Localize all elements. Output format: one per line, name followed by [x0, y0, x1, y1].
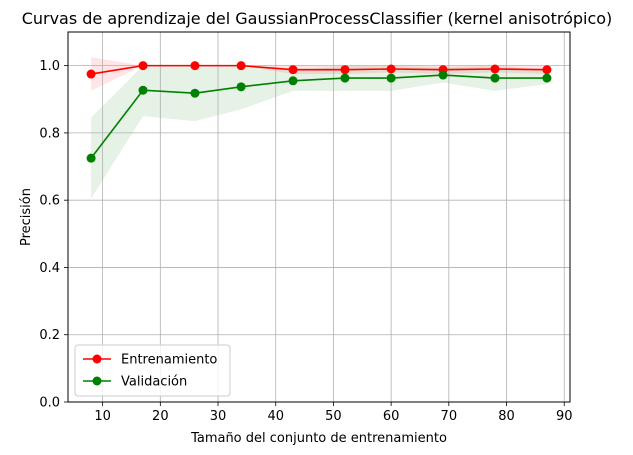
x-tick-label: 50: [325, 409, 342, 424]
data-point: [190, 61, 200, 71]
data-point: [340, 65, 350, 75]
data-point: [542, 73, 552, 83]
data-point: [340, 73, 350, 83]
data-point: [86, 153, 96, 163]
legend-items: Entrenamiento Validación: [83, 353, 217, 390]
x-tick-label: 20: [152, 409, 169, 424]
x-tick-label: 90: [556, 409, 573, 424]
legend-box: [74, 344, 231, 397]
data-point: [190, 88, 200, 98]
confidence-band-1: [91, 65, 547, 199]
x-tick-label: 10: [94, 409, 111, 424]
y-axis-ticks: 0.0 0.2 0.4 0.6 0.8 1.0: [39, 59, 68, 411]
data-point: [438, 70, 448, 80]
data-point: [288, 76, 298, 86]
y-axis-label: Precisión: [19, 188, 34, 246]
x-tick-label: 60: [383, 409, 400, 424]
x-tick-label: 30: [210, 409, 227, 424]
data-point: [138, 85, 148, 95]
plot-area: [67, 31, 571, 403]
series-lines: [90, 64, 547, 159]
data-point: [386, 73, 396, 83]
data-point: [288, 65, 298, 75]
plot-frame: [67, 31, 571, 403]
y-tick-label: 0.0: [39, 396, 60, 411]
legend-label-0: Entrenamiento: [121, 353, 217, 368]
x-tick-label: 40: [267, 409, 284, 424]
y-tick-label: 1.0: [39, 59, 60, 74]
data-point: [542, 65, 552, 75]
x-axis-ticks: 10 20 30 40 50 60 70 80 90: [94, 402, 573, 424]
y-tick-label: 0.2: [39, 328, 60, 343]
legend-marker-0: [92, 354, 102, 364]
series-points: [86, 61, 552, 163]
y-tick-label: 0.4: [39, 261, 60, 276]
legend-label-1: Validación: [121, 375, 187, 390]
series-line-1: [90, 74, 547, 159]
data-point: [138, 61, 148, 71]
series-line-0: [90, 64, 547, 75]
chart-title: Curvas de aprendizaje del GaussianProces…: [22, 9, 613, 28]
y-tick-label: 0.8: [39, 126, 60, 141]
data-point: [86, 69, 96, 79]
data-point: [386, 64, 396, 74]
y-tick-label: 0.6: [39, 194, 60, 209]
data-point: [490, 73, 500, 83]
data-point: [236, 61, 246, 71]
data-point: [236, 82, 246, 92]
legend: Entrenamiento Validación: [74, 344, 231, 397]
legend-marker-1: [92, 376, 102, 386]
x-tick-label: 70: [441, 409, 458, 424]
data-point: [490, 64, 500, 74]
x-axis-label: Tamaño del conjunto de entrenamiento: [190, 431, 447, 446]
x-tick-label: 80: [498, 409, 515, 424]
